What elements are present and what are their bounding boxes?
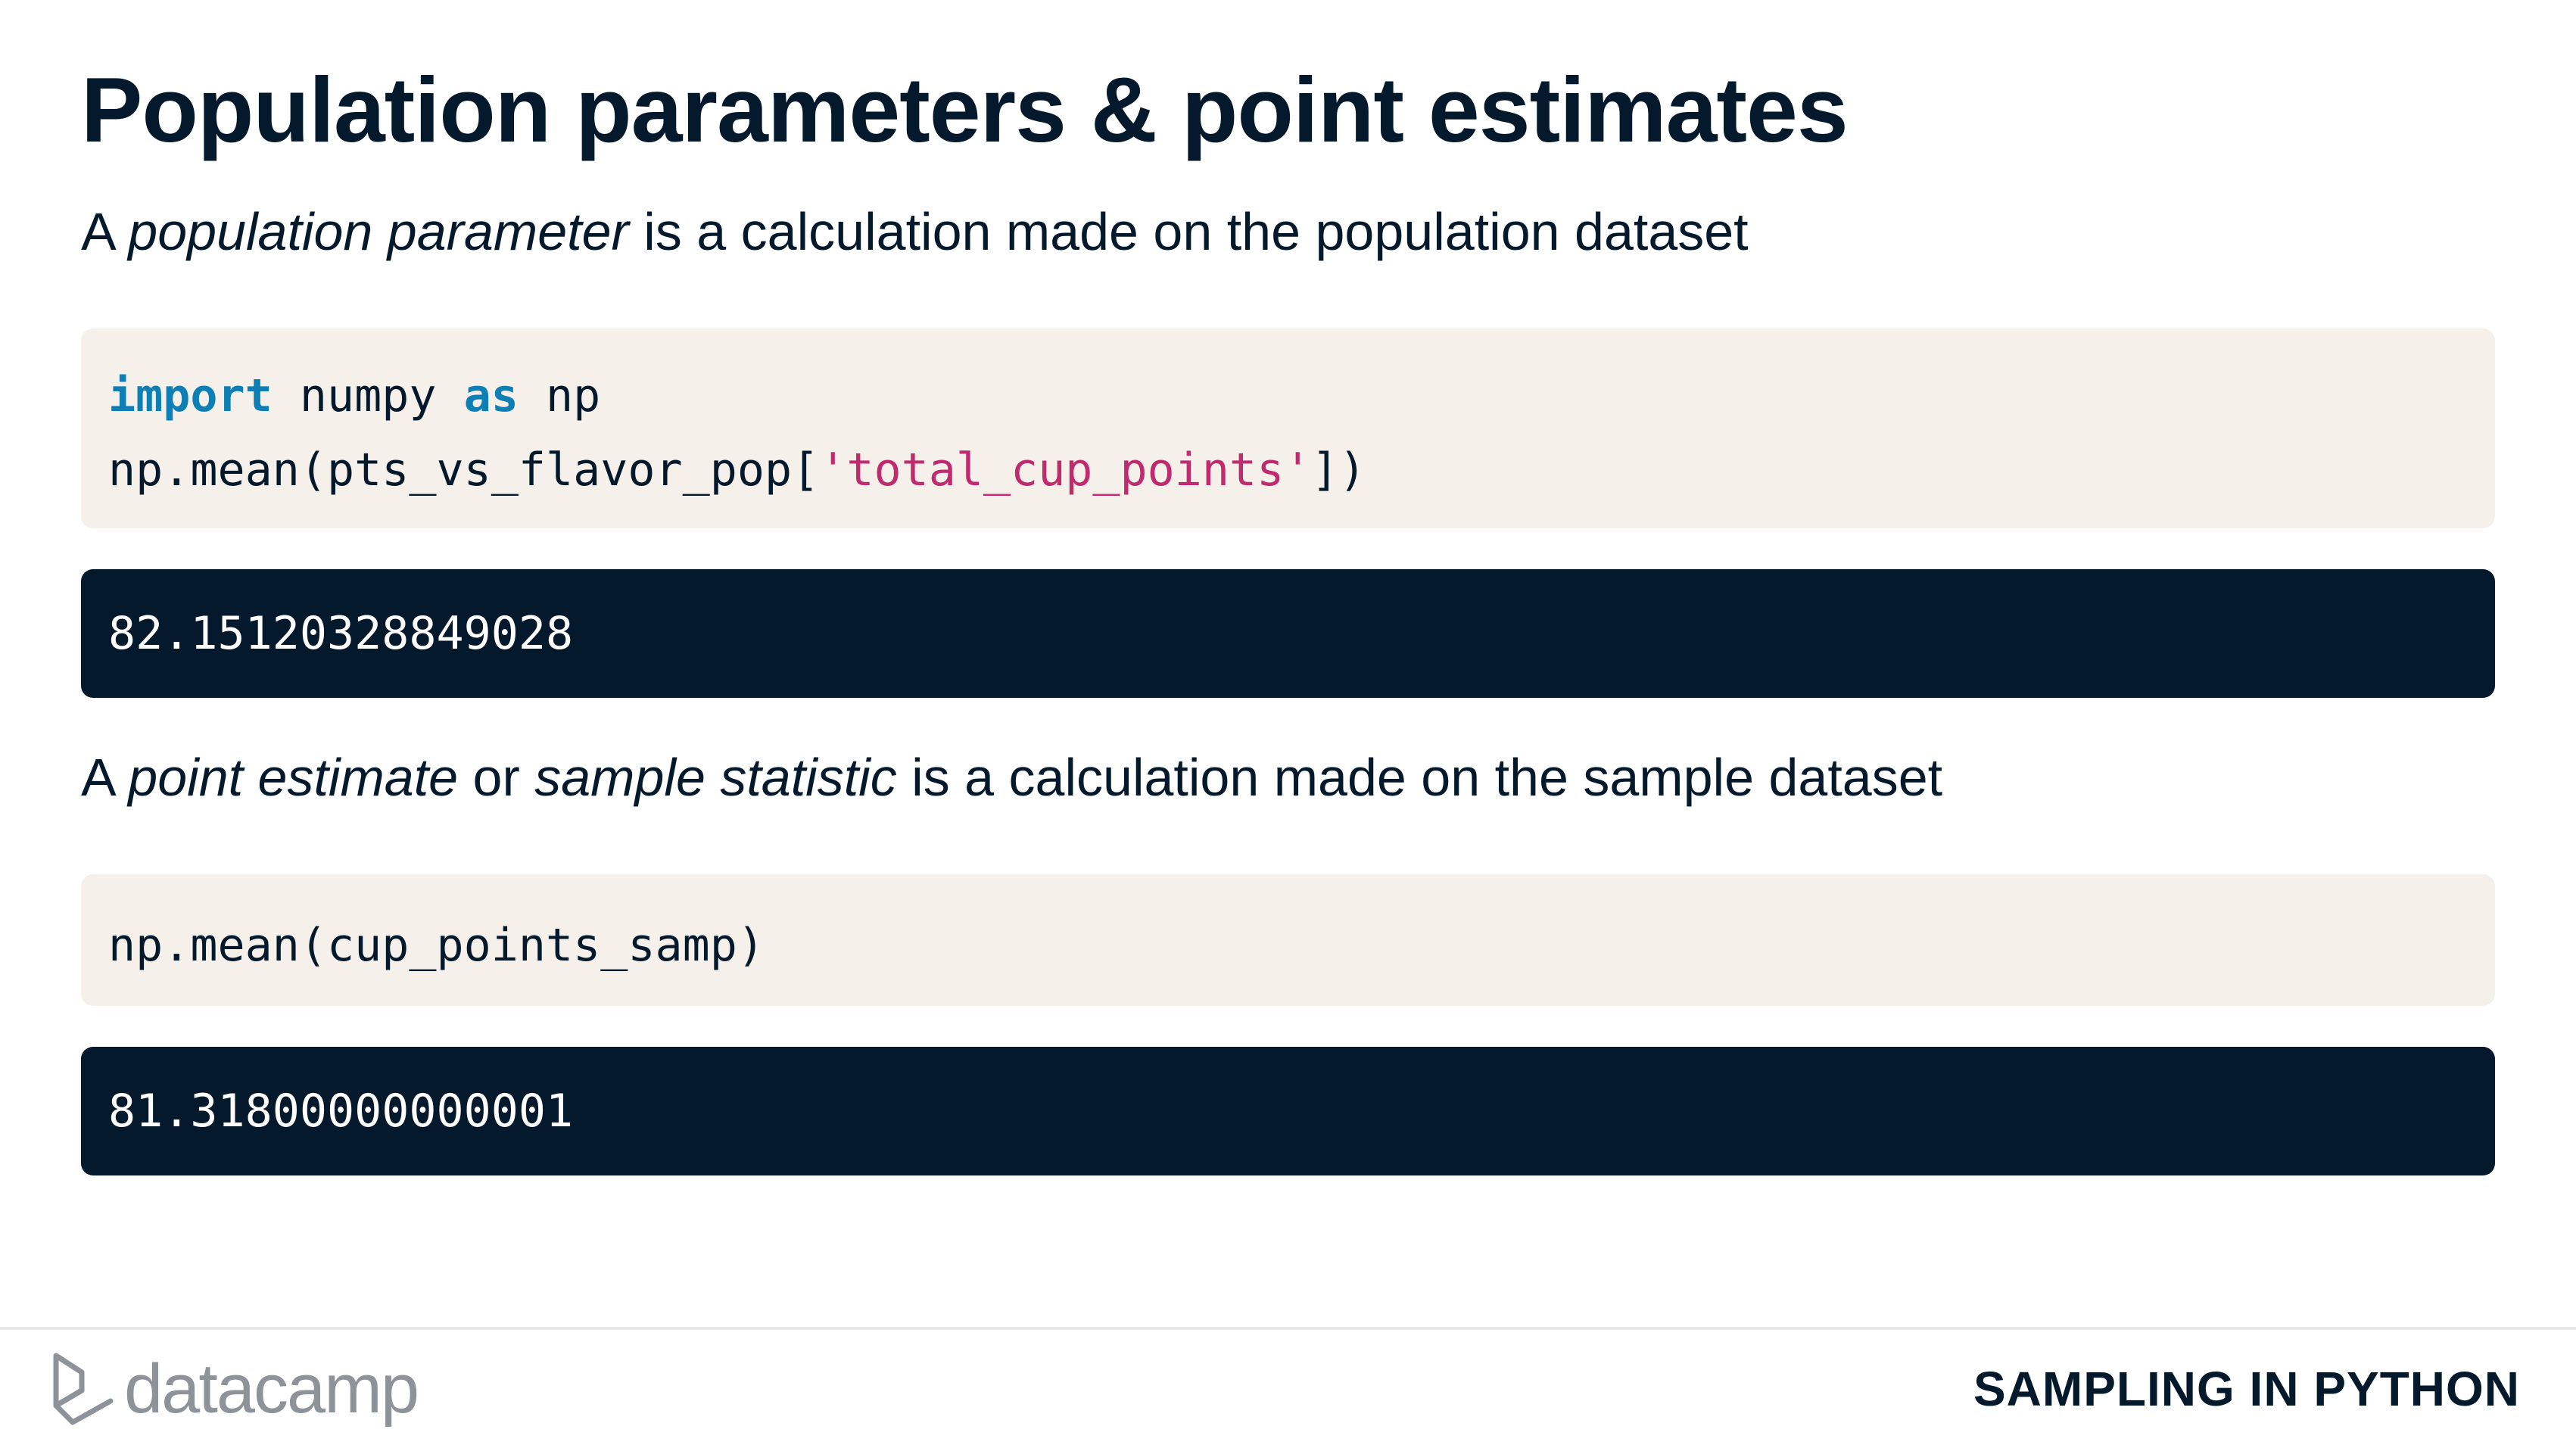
code-line-mean-population: np.mean(pts_vs_flavor_pop['total_cup_poi…: [108, 433, 2495, 507]
output-block-population: 82.15120328849028: [81, 569, 2495, 698]
term-population-parameter: population parameter: [128, 202, 629, 261]
code-module: numpy: [272, 369, 464, 422]
definition-prefix: A: [81, 202, 129, 261]
output-block-sample: 81.31800000000001: [81, 1047, 2495, 1175]
datacamp-logo-icon: [53, 1353, 114, 1425]
code-call-open: np.mean(pts_vs_flavor_pop[: [108, 444, 820, 497]
definition-prefix: A: [81, 748, 129, 807]
code-string-literal: 'total_cup_points': [819, 444, 1312, 497]
code-line-import: import numpy as np: [108, 359, 2495, 433]
term-point-estimate: point estimate: [128, 748, 459, 807]
slide-title: Population parameters & point estimates: [81, 58, 1849, 161]
code-call-close: ]): [1311, 444, 1366, 497]
code-block-population: import numpy as np np.mean(pts_vs_flavor…: [81, 328, 2495, 528]
definition-suffix: is a calculation made on the sample data…: [896, 748, 1943, 807]
keyword-as: as: [463, 369, 519, 422]
brand-name: datacamp: [124, 1350, 419, 1428]
definition-middle: or: [458, 748, 535, 807]
population-parameter-definition: A population parameter is a calculation …: [81, 194, 1749, 269]
course-title: SAMPLING IN PYTHON: [1973, 1362, 2520, 1416]
point-estimate-definition: A point estimate or sample statistic is …: [81, 740, 1942, 815]
definition-suffix: is a calculation made on the population …: [628, 202, 1749, 261]
footer-divider: [0, 1327, 2576, 1330]
code-line-mean-sample: np.mean(cup_points_samp): [108, 919, 765, 972]
keyword-import: import: [108, 369, 273, 422]
code-block-sample: np.mean(cup_points_samp): [81, 874, 2495, 1006]
term-sample-statistic: sample statistic: [534, 748, 897, 807]
code-alias: np: [518, 369, 601, 422]
datacamp-brand: datacamp: [50, 1347, 419, 1431]
